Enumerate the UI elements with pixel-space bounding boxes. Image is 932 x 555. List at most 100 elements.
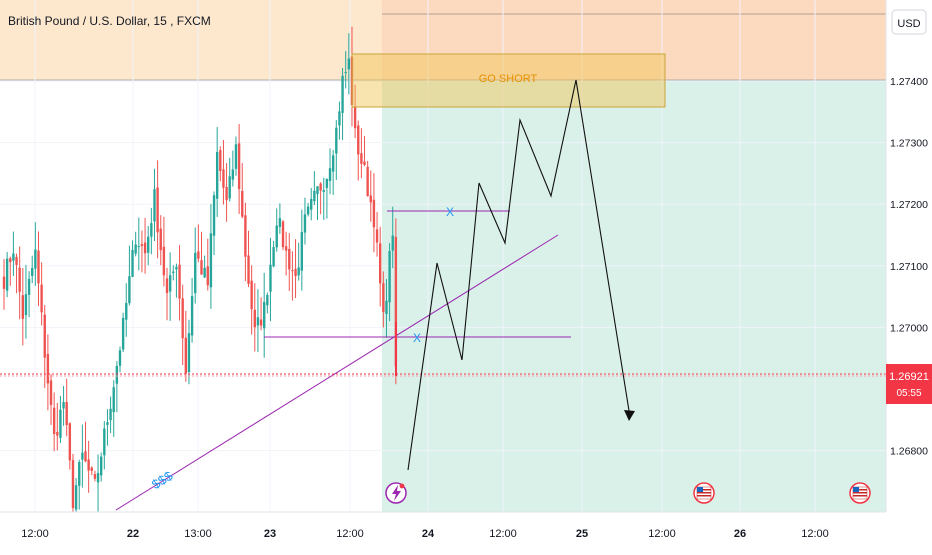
candle-body <box>300 232 304 271</box>
candle-body <box>357 125 360 155</box>
price-tick-label: 1.27000 <box>890 322 928 334</box>
time-axis[interactable] <box>0 512 886 550</box>
candle-body <box>153 189 156 222</box>
projection-arrowhead <box>624 410 635 421</box>
projection-path[interactable] <box>407 79 631 471</box>
candle-body <box>109 408 112 421</box>
price-axis-ticks: 1.27400 1.27300 1.27200 1.27100 1.27000 1.268… <box>890 76 928 458</box>
candle-body <box>331 155 335 172</box>
candle-body <box>341 75 344 113</box>
price-tick-label: 1.27300 <box>890 138 928 150</box>
candle-body <box>316 186 319 195</box>
candle-body <box>275 225 278 248</box>
candle-body <box>65 401 68 426</box>
candle-body <box>378 243 382 284</box>
target-zone <box>382 80 886 512</box>
candle-body <box>263 302 266 329</box>
candle-body <box>241 190 244 217</box>
candle-body <box>115 365 119 384</box>
time-tick-label: 12:00 <box>648 528 676 540</box>
trend-line[interactable] <box>115 234 559 511</box>
candle-body <box>52 407 56 435</box>
candle-body <box>140 244 144 247</box>
candle-body <box>24 294 28 316</box>
candle-body <box>178 264 181 299</box>
candle-body <box>56 432 59 436</box>
candle-body <box>93 474 97 479</box>
candle-body <box>175 266 178 270</box>
candle-body <box>382 283 385 313</box>
candle-body <box>250 280 253 310</box>
lower-level-mark: X <box>413 331 421 345</box>
candle-body <box>34 249 37 269</box>
candle-body <box>203 267 206 278</box>
candle-body <box>31 267 34 276</box>
price-axis[interactable] <box>886 0 932 550</box>
candle-body <box>5 258 9 291</box>
go-short-label: GO SHORT <box>479 73 538 85</box>
candle-body <box>247 255 250 284</box>
candle-body <box>291 270 294 272</box>
candle-body <box>256 317 260 326</box>
candle-body <box>181 298 184 339</box>
candle-body <box>385 300 388 315</box>
time-tick-label: 12:00 <box>21 528 49 540</box>
candle-body <box>237 143 241 190</box>
candle-body <box>244 215 247 257</box>
candle-body <box>272 247 275 267</box>
candle-body <box>253 309 256 328</box>
candle-body <box>2 276 6 289</box>
time-tick-label: 12:00 <box>336 528 364 540</box>
candle-body <box>219 150 222 171</box>
candle-body <box>197 251 200 259</box>
candle-body <box>347 58 351 70</box>
candle-body <box>266 294 269 306</box>
candle-body <box>344 71 347 74</box>
candle-body <box>391 235 394 251</box>
candle-body <box>112 387 115 413</box>
candle-body <box>121 317 125 350</box>
candle-body <box>27 278 31 295</box>
candle-body <box>200 260 203 275</box>
price-badge-countdown: 05:55 <box>896 388 921 399</box>
time-tick-label: 26 <box>734 528 746 540</box>
candle-body <box>150 223 153 237</box>
currency-button[interactable]: USD <box>897 18 920 30</box>
time-tick-label: 23 <box>264 528 276 540</box>
candle-body <box>184 337 188 374</box>
history-highlight <box>0 0 382 80</box>
candle-body <box>328 168 332 182</box>
time-tick-label: 12:00 <box>489 528 517 540</box>
candle-body <box>209 233 213 288</box>
chart-legend: British Pound / U.S. Dollar, 15 , FXCM <box>8 14 211 28</box>
candle-body <box>15 257 18 265</box>
supply-zone[interactable] <box>351 53 666 108</box>
candle-body <box>187 333 191 373</box>
price-tick-label: 1.27400 <box>890 76 928 88</box>
us-flag-event-icon-1[interactable] <box>693 482 715 504</box>
lightning-event-icon[interactable] <box>385 482 407 504</box>
legend-separator: , <box>170 14 177 28</box>
candle-body <box>372 199 376 228</box>
candle-body <box>87 459 90 471</box>
candle-body <box>128 276 131 304</box>
candle-body <box>78 462 81 486</box>
time-tick-label: 24 <box>422 528 435 540</box>
candle-body <box>322 190 325 192</box>
candle-body <box>68 423 72 461</box>
price-tick-label: 1.26800 <box>890 446 928 458</box>
symbol-name: British Pound / U.S. Dollar, <box>8 14 153 28</box>
candle-body <box>159 228 162 251</box>
candle-body <box>206 266 209 286</box>
candle-body <box>162 246 166 276</box>
currency-button-box[interactable] <box>891 9 927 35</box>
interval-label: 15 <box>153 14 167 28</box>
candle-body <box>59 409 62 438</box>
candle-body <box>84 451 87 462</box>
candle-body <box>259 319 263 326</box>
us-flag-event-icon-2[interactable] <box>849 482 871 504</box>
candle-body <box>190 296 194 336</box>
candle-body <box>165 278 169 294</box>
grid <box>0 0 886 512</box>
